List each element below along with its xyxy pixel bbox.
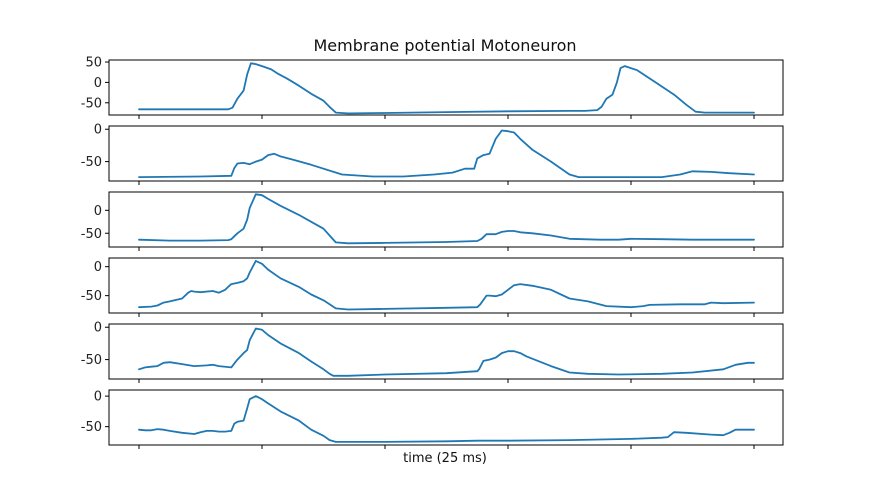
membrane-potential-line-1 bbox=[138, 62, 755, 115]
subplot-5: 0 -50 bbox=[81, 321, 784, 383]
y-tick-label: 0 bbox=[94, 123, 102, 138]
membrane-potential-line-6 bbox=[138, 395, 755, 443]
y-tick-label: -50 bbox=[81, 289, 102, 304]
axes-frame-3 bbox=[108, 191, 784, 248]
x-axis-label: time (25 ms) bbox=[403, 451, 487, 466]
y-tick-label: -50 bbox=[81, 155, 102, 170]
y-tick-label: 0 bbox=[94, 390, 102, 405]
y-tick-label: -50 bbox=[81, 420, 102, 435]
membrane-potential-line-5 bbox=[138, 327, 755, 377]
subplot-2: 0 -50 bbox=[81, 123, 784, 185]
y-tick-label: -50 bbox=[81, 96, 102, 111]
subplot-3: 0 -50 bbox=[81, 191, 784, 251]
subplot-stack: 50 0 -50 0 -50 0 -50 0 -50 0 -50 0 -50 bbox=[81, 56, 784, 449]
y-tick-label: 0 bbox=[94, 204, 102, 219]
membrane-potential-line-2 bbox=[138, 129, 755, 179]
membrane-potential-line-4 bbox=[138, 259, 755, 311]
axes-frame-2 bbox=[108, 125, 784, 182]
axes-frame-6 bbox=[108, 389, 784, 446]
y-tick-label: 0 bbox=[94, 260, 102, 275]
subplot-6: 0 -50 bbox=[81, 389, 784, 449]
axes-frame-4 bbox=[108, 257, 784, 314]
chart-title: Membrane potential Motoneuron bbox=[313, 36, 576, 55]
y-tick-label: -50 bbox=[81, 227, 102, 242]
membrane-potential-line-3 bbox=[138, 193, 755, 245]
axes-frame-5 bbox=[108, 323, 784, 380]
y-tick-label: 0 bbox=[94, 321, 102, 336]
y-tick-label: 0 bbox=[94, 76, 102, 91]
y-tick-label: 50 bbox=[85, 56, 102, 71]
subplot-1: 50 0 -50 bbox=[81, 56, 784, 119]
subplot-4: 0 -50 bbox=[81, 257, 784, 317]
y-tick-label: -50 bbox=[81, 353, 102, 368]
axes-frame-1 bbox=[108, 59, 784, 116]
